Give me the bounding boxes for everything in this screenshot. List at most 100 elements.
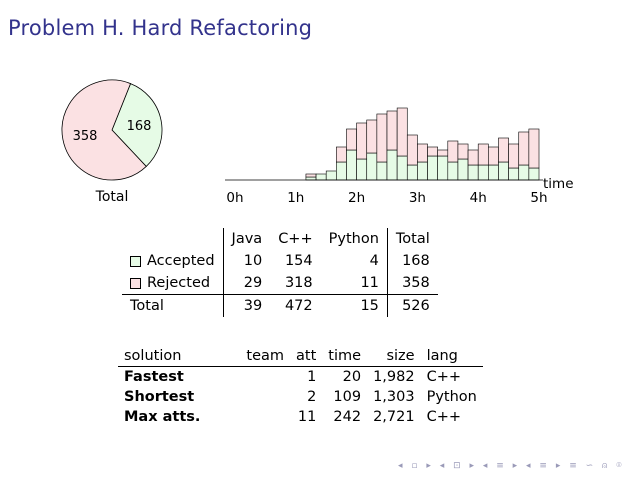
- details-header-size: size: [367, 346, 421, 367]
- bar-rejected: [305, 173, 317, 178]
- pie-slice-accepted: [111, 83, 163, 167]
- lang-cell: Python: [426, 389, 477, 405]
- time-cell: 20: [342, 369, 362, 385]
- bar-rejected: [406, 134, 418, 166]
- summary-label-total: Total: [122, 294, 224, 317]
- bar-rejected: [396, 107, 408, 157]
- accepted-label: Accepted: [147, 253, 215, 269]
- solution-name: Shortest: [124, 389, 195, 405]
- bar-accepted: [386, 149, 398, 181]
- x-tick-label: 2h: [348, 190, 365, 206]
- bar-rejected: [518, 131, 530, 166]
- summary-header-python: Python: [328, 231, 379, 247]
- team-cell: [206, 367, 290, 388]
- bar-accepted: [356, 158, 368, 181]
- summary-cell: 472: [270, 294, 321, 317]
- bar-rejected: [528, 128, 540, 169]
- accepted-swatch: [130, 255, 141, 267]
- bar-accepted: [346, 149, 357, 181]
- bar-accepted: [437, 155, 449, 181]
- att-cell: 1: [307, 369, 317, 385]
- rejected-label: Rejected: [147, 275, 211, 291]
- bar-rejected: [498, 137, 509, 163]
- bar-rejected: [488, 146, 499, 166]
- bar-rejected: [366, 119, 378, 154]
- bar-rejected: [508, 143, 520, 169]
- bar-rejected: [386, 110, 398, 151]
- x-axis-label: time: [543, 176, 574, 192]
- bar-accepted: [427, 155, 438, 181]
- summary-cell: 39: [223, 294, 271, 317]
- details-header-team: team: [206, 346, 291, 367]
- summary-cell: 318: [284, 275, 313, 291]
- details-row: Fastest 1 20 1,982 C++: [118, 367, 483, 388]
- beamer-navigation[interactable]: ◂ ▫ ▸ ◂ ⊡ ▸ ◂ ≡ ▸ ◂ ≡ ▸ ≡ ∽ ⍝ ⌾: [398, 461, 625, 471]
- pie-slice-rejected: [61, 79, 147, 181]
- team-cell: [206, 387, 290, 407]
- bar-accepted: [508, 167, 520, 181]
- x-tick-label: 1h: [287, 190, 304, 206]
- solution-name: Fastest: [124, 369, 184, 385]
- pie-chart: 168 358 Total: [61, 79, 163, 205]
- summary-cell: 15: [320, 294, 388, 317]
- summary-table: Java C++ Python Total Accepted 10 154 4 …: [122, 228, 438, 317]
- summary-header-corner: [122, 228, 224, 250]
- details-header-row: solution team att time size lang: [118, 346, 483, 367]
- bar-rejected: [417, 143, 428, 163]
- bar-accepted: [406, 164, 418, 181]
- summary-header-cpp: C++: [278, 231, 313, 247]
- team-cell: [206, 407, 290, 427]
- bar-accepted: [488, 164, 499, 181]
- bar-accepted: [325, 170, 337, 181]
- bar-rejected: [356, 122, 368, 160]
- att-cell: 11: [297, 409, 317, 425]
- bar-accepted: [336, 161, 347, 181]
- bar-accepted: [498, 161, 509, 181]
- summary-row-total: Total 39 472 15 526: [122, 294, 438, 317]
- details-row: Shortest 2 109 1,303 Python: [118, 387, 483, 407]
- size-cell: 1,982: [373, 369, 415, 385]
- summary-label-accepted: Accepted: [122, 250, 224, 272]
- time-cell: 242: [333, 409, 362, 425]
- x-tick-label: 4h: [470, 190, 487, 206]
- slide-title: Problem H. Hard Refactoring: [8, 16, 313, 40]
- bar-rejected: [457, 143, 469, 160]
- summary-row-accepted: Accepted 10 154 4 168: [122, 250, 438, 272]
- details-header-att: att: [290, 346, 323, 367]
- details-table: solution team att time size lang Fastest…: [118, 346, 483, 427]
- bar-rejected: [437, 149, 449, 157]
- bar-accepted: [305, 176, 317, 181]
- summary-header-total: Total: [386, 228, 438, 250]
- time-cell: 109: [333, 389, 362, 405]
- summary-cell: 358: [386, 272, 438, 295]
- lang-cell: C++: [426, 409, 462, 425]
- bar-rejected: [336, 146, 347, 163]
- bar-rejected: [447, 140, 459, 163]
- details-header-solution: solution: [118, 346, 207, 367]
- bar-accepted: [366, 152, 378, 181]
- solution-name: Max atts.: [124, 409, 201, 425]
- summary-label-rejected: Rejected: [122, 272, 224, 295]
- pie-value-label: 358: [73, 129, 98, 144]
- summary-row-rejected: Rejected 29 318 11 358: [122, 272, 438, 295]
- summary-cell: 4: [369, 253, 379, 269]
- bar-accepted: [417, 161, 428, 181]
- pie-value-label: 168: [127, 119, 152, 134]
- x-tick-label: 0h: [226, 190, 243, 206]
- bar-rejected: [376, 113, 388, 163]
- x-tick-label: 3h: [409, 190, 426, 206]
- summary-cell: 168: [386, 250, 438, 272]
- x-tick-label: 5h: [530, 190, 547, 206]
- bar-accepted: [396, 155, 408, 181]
- att-cell: 2: [307, 389, 317, 405]
- bar-accepted: [477, 164, 489, 181]
- summary-cell: 29: [243, 275, 263, 291]
- bar-accepted: [528, 167, 540, 181]
- rejected-swatch: [130, 277, 141, 289]
- bar-rejected: [477, 143, 489, 166]
- summary-cell: 154: [284, 253, 313, 269]
- lang-cell: C++: [426, 369, 462, 385]
- summary-cell: 10: [243, 253, 263, 269]
- details-header-lang: lang: [420, 346, 483, 367]
